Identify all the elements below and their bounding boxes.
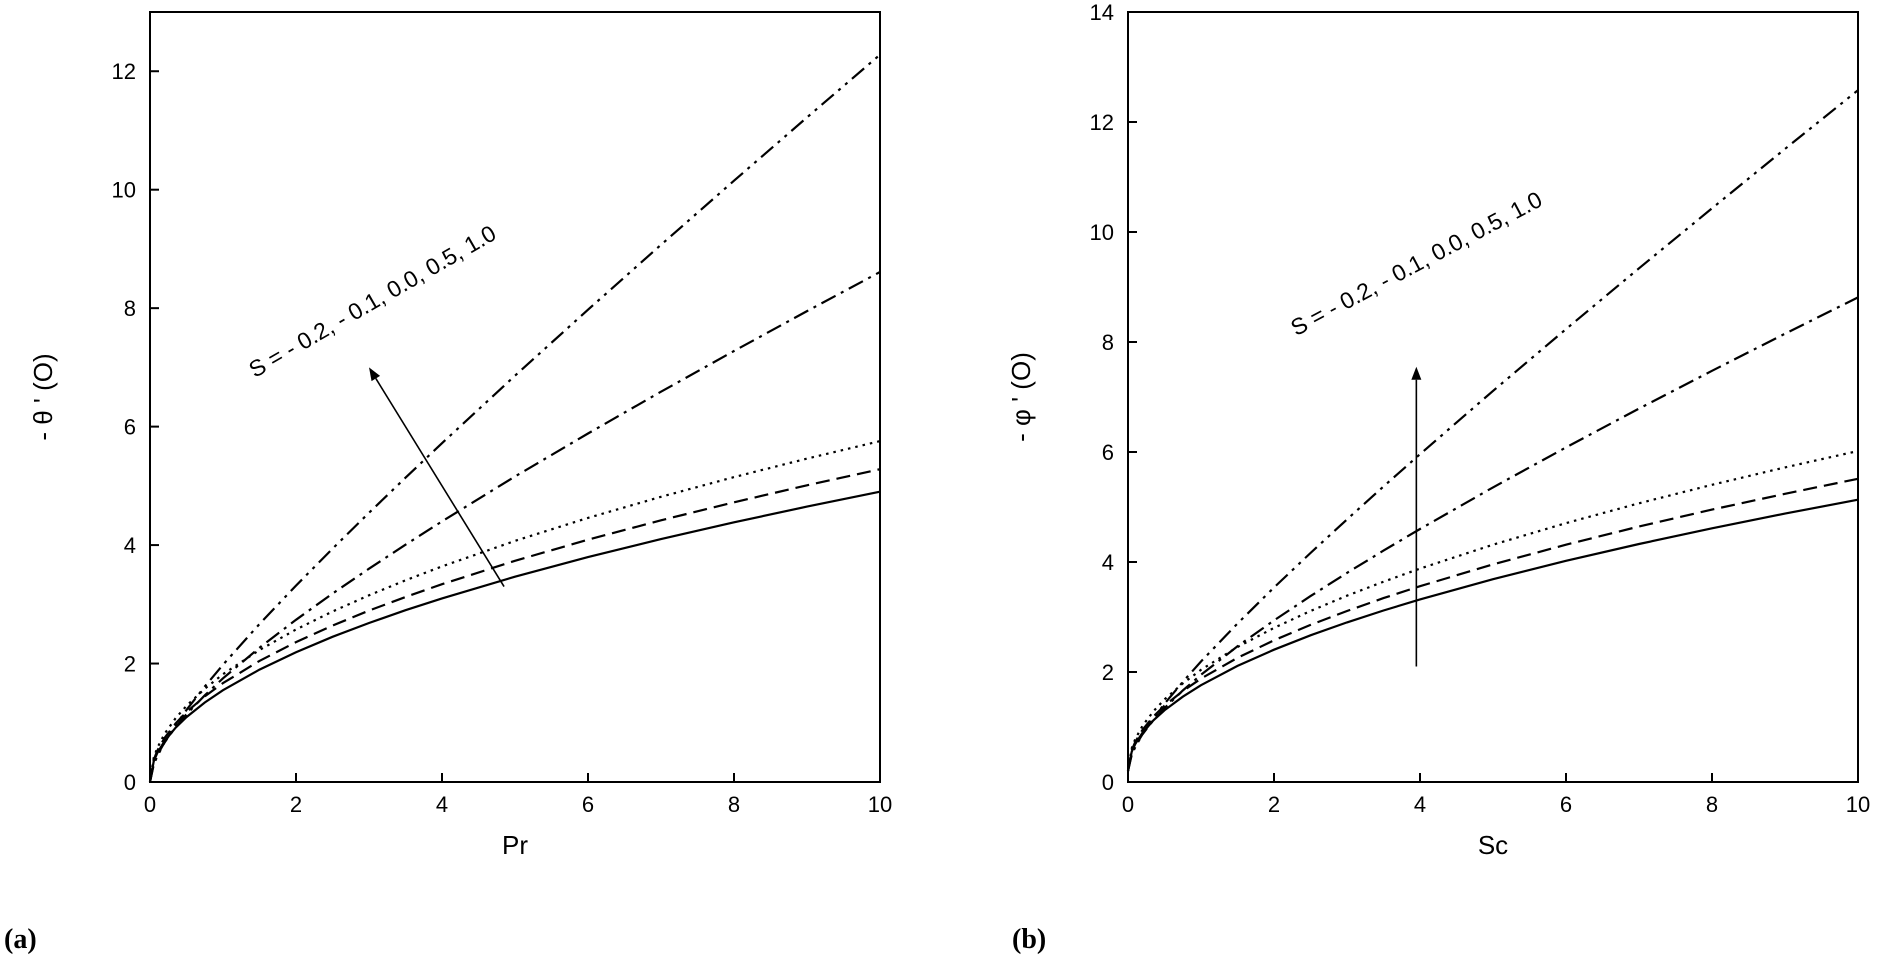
x-tick-label: 2 [1268, 792, 1280, 817]
x-tick-label: 0 [144, 792, 156, 817]
y-tick-label: 0 [1102, 770, 1114, 795]
x-tick-label: 8 [1706, 792, 1718, 817]
chart-b-phi-gradient-vs-sc: 0 2 4 6 8 10 0 2 4 6 8 10 12 14 Sc - φ ' (O) S = - 0.2, … [978, 0, 1878, 880]
y-tick-label: 12 [112, 59, 136, 84]
curve-dotted [148, 440, 881, 783]
annotation-arrow-head [1411, 366, 1422, 380]
panel-label-b: (b) [1012, 924, 1047, 955]
y-axis-label: - θ ' (O) [28, 353, 58, 440]
y-tick-label: 4 [124, 533, 136, 558]
curve-dashdot [1126, 296, 1859, 772]
curve-dashdotdot [1126, 89, 1859, 772]
x-axis-label: Sc [1478, 830, 1508, 860]
x-tick-label: 6 [582, 792, 594, 817]
y-tick-label: 14 [1090, 0, 1114, 25]
curve-dashed [1126, 477, 1859, 772]
x-tick-label: 2 [290, 792, 302, 817]
y-axis-label: - φ ' (O) [1006, 352, 1036, 442]
y-tick-label: 6 [124, 415, 136, 440]
series-values-annotation: S = - 0.2, - 0.1, 0.0, 0.5, 1.0 [244, 220, 500, 383]
axes-frame [1127, 11, 1859, 783]
y-tick-label: 10 [112, 178, 136, 203]
y-tick-label: 2 [124, 652, 136, 677]
chart-a-theta-gradient-vs-pr: 0 2 4 6 8 10 0 2 4 6 8 10 12 Pr - θ ' (O) S = - 0.2, - … [0, 0, 900, 880]
curve-solid [148, 490, 881, 783]
curve-solid [1126, 498, 1859, 772]
panel-label-a: (a) [4, 924, 37, 955]
y-tick-label: 8 [1102, 330, 1114, 355]
curve-dashed [148, 468, 881, 783]
curve-dashdotdot [148, 53, 881, 783]
axes-frame [149, 11, 881, 783]
curve-dotted [1126, 449, 1859, 772]
x-tick-label: 10 [1846, 792, 1870, 817]
x-tick-label: 10 [868, 792, 892, 817]
plot-b: 0 2 4 6 8 10 0 2 4 6 8 10 12 14 Sc - φ ' (O) S = - 0.2, … [1006, 0, 1870, 860]
annotation-arrow-shaft [375, 378, 505, 587]
x-tick-label: 4 [436, 792, 448, 817]
x-tick-label: 0 [1122, 792, 1134, 817]
curve-dashdot [148, 271, 881, 783]
y-tick-label: 4 [1102, 550, 1114, 575]
x-tick-label: 8 [728, 792, 740, 817]
y-tick-label: 10 [1090, 220, 1114, 245]
y-tick-label: 12 [1090, 110, 1114, 135]
annotation-arrow-head [369, 367, 381, 382]
x-tick-label: 4 [1414, 792, 1426, 817]
series-values-annotation: S = - 0.2, - 0.1, 0.0, 0.5, 1.0 [1286, 186, 1546, 341]
y-tick-label: 2 [1102, 660, 1114, 685]
x-axis-label: Pr [502, 830, 528, 860]
x-tick-label: 6 [1560, 792, 1572, 817]
plot-a: 0 2 4 6 8 10 0 2 4 6 8 10 12 Pr - θ ' (O) S = - 0.2, - … [28, 11, 892, 860]
y-tick-label: 6 [1102, 440, 1114, 465]
y-tick-label: 8 [124, 296, 136, 321]
y-tick-label: 0 [124, 770, 136, 795]
